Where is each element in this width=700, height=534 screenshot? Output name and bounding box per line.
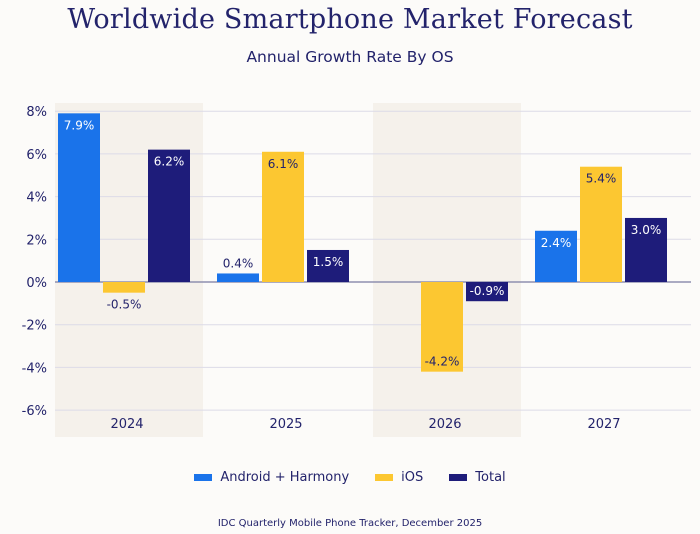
- data-label: 0.4%: [223, 256, 254, 270]
- bar: [466, 282, 508, 302]
- x-tick-label: 2027: [587, 417, 620, 432]
- bar: [580, 166, 622, 282]
- bar: [625, 217, 667, 282]
- category-shade: [373, 103, 521, 437]
- y-tick-label: 2%: [26, 233, 47, 248]
- data-label: 6.2%: [154, 155, 185, 169]
- x-tick-label: 2025: [269, 417, 302, 432]
- bar: [148, 149, 190, 282]
- chart-title: Worldwide Smartphone Market Forecast: [67, 4, 633, 35]
- x-tick-label: 2024: [110, 417, 143, 432]
- x-tick-label: 2026: [428, 417, 461, 432]
- legend-label: Android + Harmony: [220, 470, 350, 485]
- legend-label: iOS: [401, 470, 424, 485]
- bar: [421, 282, 463, 372]
- legend-swatch: [194, 474, 213, 481]
- y-tick-label: -4%: [22, 361, 47, 376]
- bar: [217, 273, 259, 282]
- y-tick-label: 8%: [26, 105, 47, 120]
- y-tick-label: 4%: [26, 191, 47, 206]
- y-tick-label: 0%: [26, 276, 47, 291]
- data-label: 1.5%: [313, 255, 344, 269]
- legend-item: Android + Harmony: [194, 470, 349, 485]
- data-label: 5.4%: [586, 172, 617, 186]
- bar: [535, 230, 577, 282]
- data-label: -0.9%: [470, 284, 505, 298]
- data-label: 6.1%: [268, 157, 299, 171]
- y-tick-label: 6%: [26, 148, 47, 163]
- bar: [307, 249, 349, 282]
- source-note: IDC Quarterly Mobile Phone Tracker, Dece…: [217, 518, 483, 529]
- legend-item: Total: [449, 470, 506, 485]
- y-tick-label: -2%: [22, 319, 47, 334]
- bar: [262, 151, 304, 282]
- chart-subtitle: Annual Growth Rate By OS: [246, 48, 454, 66]
- legend-item: iOS: [375, 470, 423, 485]
- y-tick-label: -6%: [22, 404, 47, 419]
- legend-swatch: [449, 474, 468, 481]
- legend-label: Total: [475, 470, 506, 485]
- legend: Android + Harmony iOS Total: [0, 470, 700, 485]
- data-label: -4.2%: [425, 355, 460, 369]
- legend-swatch: [375, 474, 394, 481]
- data-label: 3.0%: [631, 223, 662, 237]
- bar: [58, 113, 100, 283]
- data-label: 2.4%: [541, 236, 572, 250]
- bar: [103, 282, 145, 293]
- data-label: 7.9%: [64, 118, 95, 132]
- data-label: -0.5%: [107, 298, 142, 312]
